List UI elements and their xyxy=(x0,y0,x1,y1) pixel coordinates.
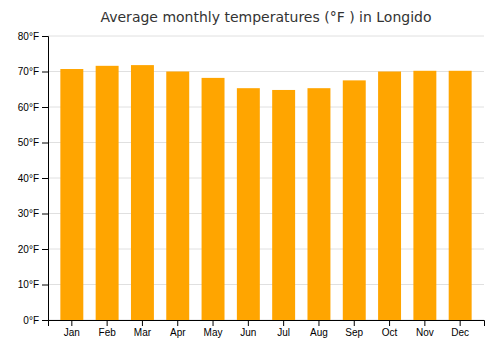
bar xyxy=(413,71,436,320)
y-axis: 0°F 10°F 20°F 30°F 40°F 50°F 60°F 70°F 80°F xyxy=(18,31,49,326)
plot-area: Jan Feb Mar Apr May Jun Jul Aug Sep Oct Nov Dec 0°F 1… xyxy=(18,31,485,338)
y-tick-mark xyxy=(42,214,48,215)
x-tick: Oct xyxy=(382,320,398,338)
bar xyxy=(449,71,472,320)
x-tick: Feb xyxy=(99,320,117,338)
y-axis-line xyxy=(42,37,49,321)
y-tick-label: 70°F xyxy=(18,66,39,77)
x-tick: Nov xyxy=(416,320,434,338)
x-tick-label: Jun xyxy=(240,327,256,338)
y-tick-mark xyxy=(42,249,48,250)
x-tick: Mar xyxy=(134,320,152,338)
y-tick-label: 80°F xyxy=(18,31,39,42)
x-tick: Dec xyxy=(451,320,469,338)
x-tick: Jul xyxy=(277,320,290,338)
y-tick-label: 40°F xyxy=(18,173,39,184)
y-tick-label: 10°F xyxy=(18,279,39,290)
y-tick-mark xyxy=(42,320,48,321)
y-tick: 60°F xyxy=(18,102,48,113)
x-tick-mark xyxy=(389,320,390,326)
chart-container: Jan Feb Mar Apr May Jun Jul Aug Sep Oct Nov Dec 0°F 1… xyxy=(0,0,500,350)
y-tick-label: 30°F xyxy=(18,208,39,219)
grid xyxy=(48,36,484,320)
y-tick-mark xyxy=(42,285,48,286)
x-tick: Jun xyxy=(240,320,256,338)
x-tick-label: Dec xyxy=(451,327,469,338)
bar xyxy=(166,72,189,321)
bar xyxy=(272,90,295,320)
bar xyxy=(378,72,401,321)
x-tick: Apr xyxy=(170,320,186,338)
x-tick-mark xyxy=(107,320,108,326)
y-tick: 20°F xyxy=(18,244,48,255)
y-tick-mark xyxy=(42,72,48,73)
bar xyxy=(131,65,154,320)
bars xyxy=(60,65,471,320)
y-tick-mark xyxy=(42,143,48,144)
x-tick: Aug xyxy=(310,320,328,338)
x-tick-label: May xyxy=(204,327,223,338)
x-tick-label: Apr xyxy=(170,327,186,338)
bar xyxy=(307,88,330,320)
y-tick-mark xyxy=(42,107,48,108)
x-tick-mark xyxy=(177,320,178,326)
x-tick-label: Jul xyxy=(277,327,290,338)
x-tick-label: Nov xyxy=(416,327,434,338)
x-tick-label: Sep xyxy=(345,327,363,338)
x-tick-mark xyxy=(424,320,425,326)
x-tick-label: Oct xyxy=(382,327,398,338)
bar xyxy=(343,80,366,320)
y-tick-mark xyxy=(42,36,48,37)
chart-svg: Jan Feb Mar Apr May Jun Jul Aug Sep Oct Nov Dec 0°F 1… xyxy=(0,0,500,350)
x-tick-mark xyxy=(460,320,461,326)
x-tick: Jan xyxy=(64,320,80,338)
y-tick-label: 50°F xyxy=(18,137,39,148)
y-tick: 50°F xyxy=(18,137,48,148)
x-tick: May xyxy=(204,320,223,338)
y-tick-label: 0°F xyxy=(23,315,39,326)
y-tick: 30°F xyxy=(18,208,48,219)
x-tick-mark xyxy=(71,320,72,326)
y-tick: 40°F xyxy=(18,173,48,184)
x-tick-mark xyxy=(354,320,355,326)
y-tick-label: 60°F xyxy=(18,102,39,113)
y-tick: 80°F xyxy=(18,31,48,42)
chart-title: Average monthly temperatures (°F ) in Lo… xyxy=(100,9,431,25)
bar xyxy=(60,69,83,320)
bar xyxy=(237,88,260,320)
x-tick: Sep xyxy=(345,320,363,338)
x-tick-label: Jan xyxy=(64,327,80,338)
y-tick: 70°F xyxy=(18,66,48,77)
y-tick-mark xyxy=(42,178,48,179)
x-tick-mark xyxy=(283,320,284,326)
x-tick-mark xyxy=(248,320,249,326)
x-tick-label: Aug xyxy=(310,327,328,338)
bar xyxy=(96,66,119,320)
x-tick-mark xyxy=(142,320,143,326)
x-tick-mark xyxy=(318,320,319,326)
x-tick-label: Mar xyxy=(134,327,152,338)
x-axis: Jan Feb Mar Apr May Jun Jul Aug Sep Oct Nov Dec xyxy=(49,320,485,338)
y-tick-label: 20°F xyxy=(18,244,39,255)
x-tick-mark xyxy=(213,320,214,326)
y-tick: 10°F xyxy=(18,279,48,290)
grid-line xyxy=(48,36,484,37)
bar xyxy=(202,78,225,320)
x-axis-line xyxy=(49,321,485,327)
y-tick: 0°F xyxy=(23,315,48,326)
x-tick-label: Feb xyxy=(99,327,117,338)
